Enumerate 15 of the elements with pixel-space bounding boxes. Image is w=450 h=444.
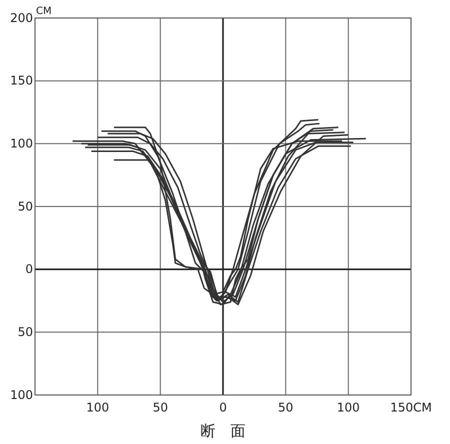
y-tick-label: 50 xyxy=(18,199,33,214)
x-tick-label: 0 xyxy=(219,400,227,415)
y-tick-label: 100 xyxy=(10,136,33,151)
x-tick-label: 100 xyxy=(336,400,360,415)
x-tick-label: 50 xyxy=(278,400,294,415)
x-tick-label: 50 xyxy=(152,400,168,415)
y-tick-label: 0 xyxy=(25,262,33,276)
x-tick-label: 100 xyxy=(86,400,110,415)
y-axis-title: CM xyxy=(36,6,52,17)
x-axis-title: 断 面 xyxy=(200,422,246,440)
y-tick-label: 50 xyxy=(18,325,33,340)
y-tick-label: 100 xyxy=(10,388,33,402)
y-tick-label: 150 xyxy=(10,74,33,88)
x-tick-label: 150CM xyxy=(390,400,432,415)
y-tick-label: 200 xyxy=(10,10,33,25)
